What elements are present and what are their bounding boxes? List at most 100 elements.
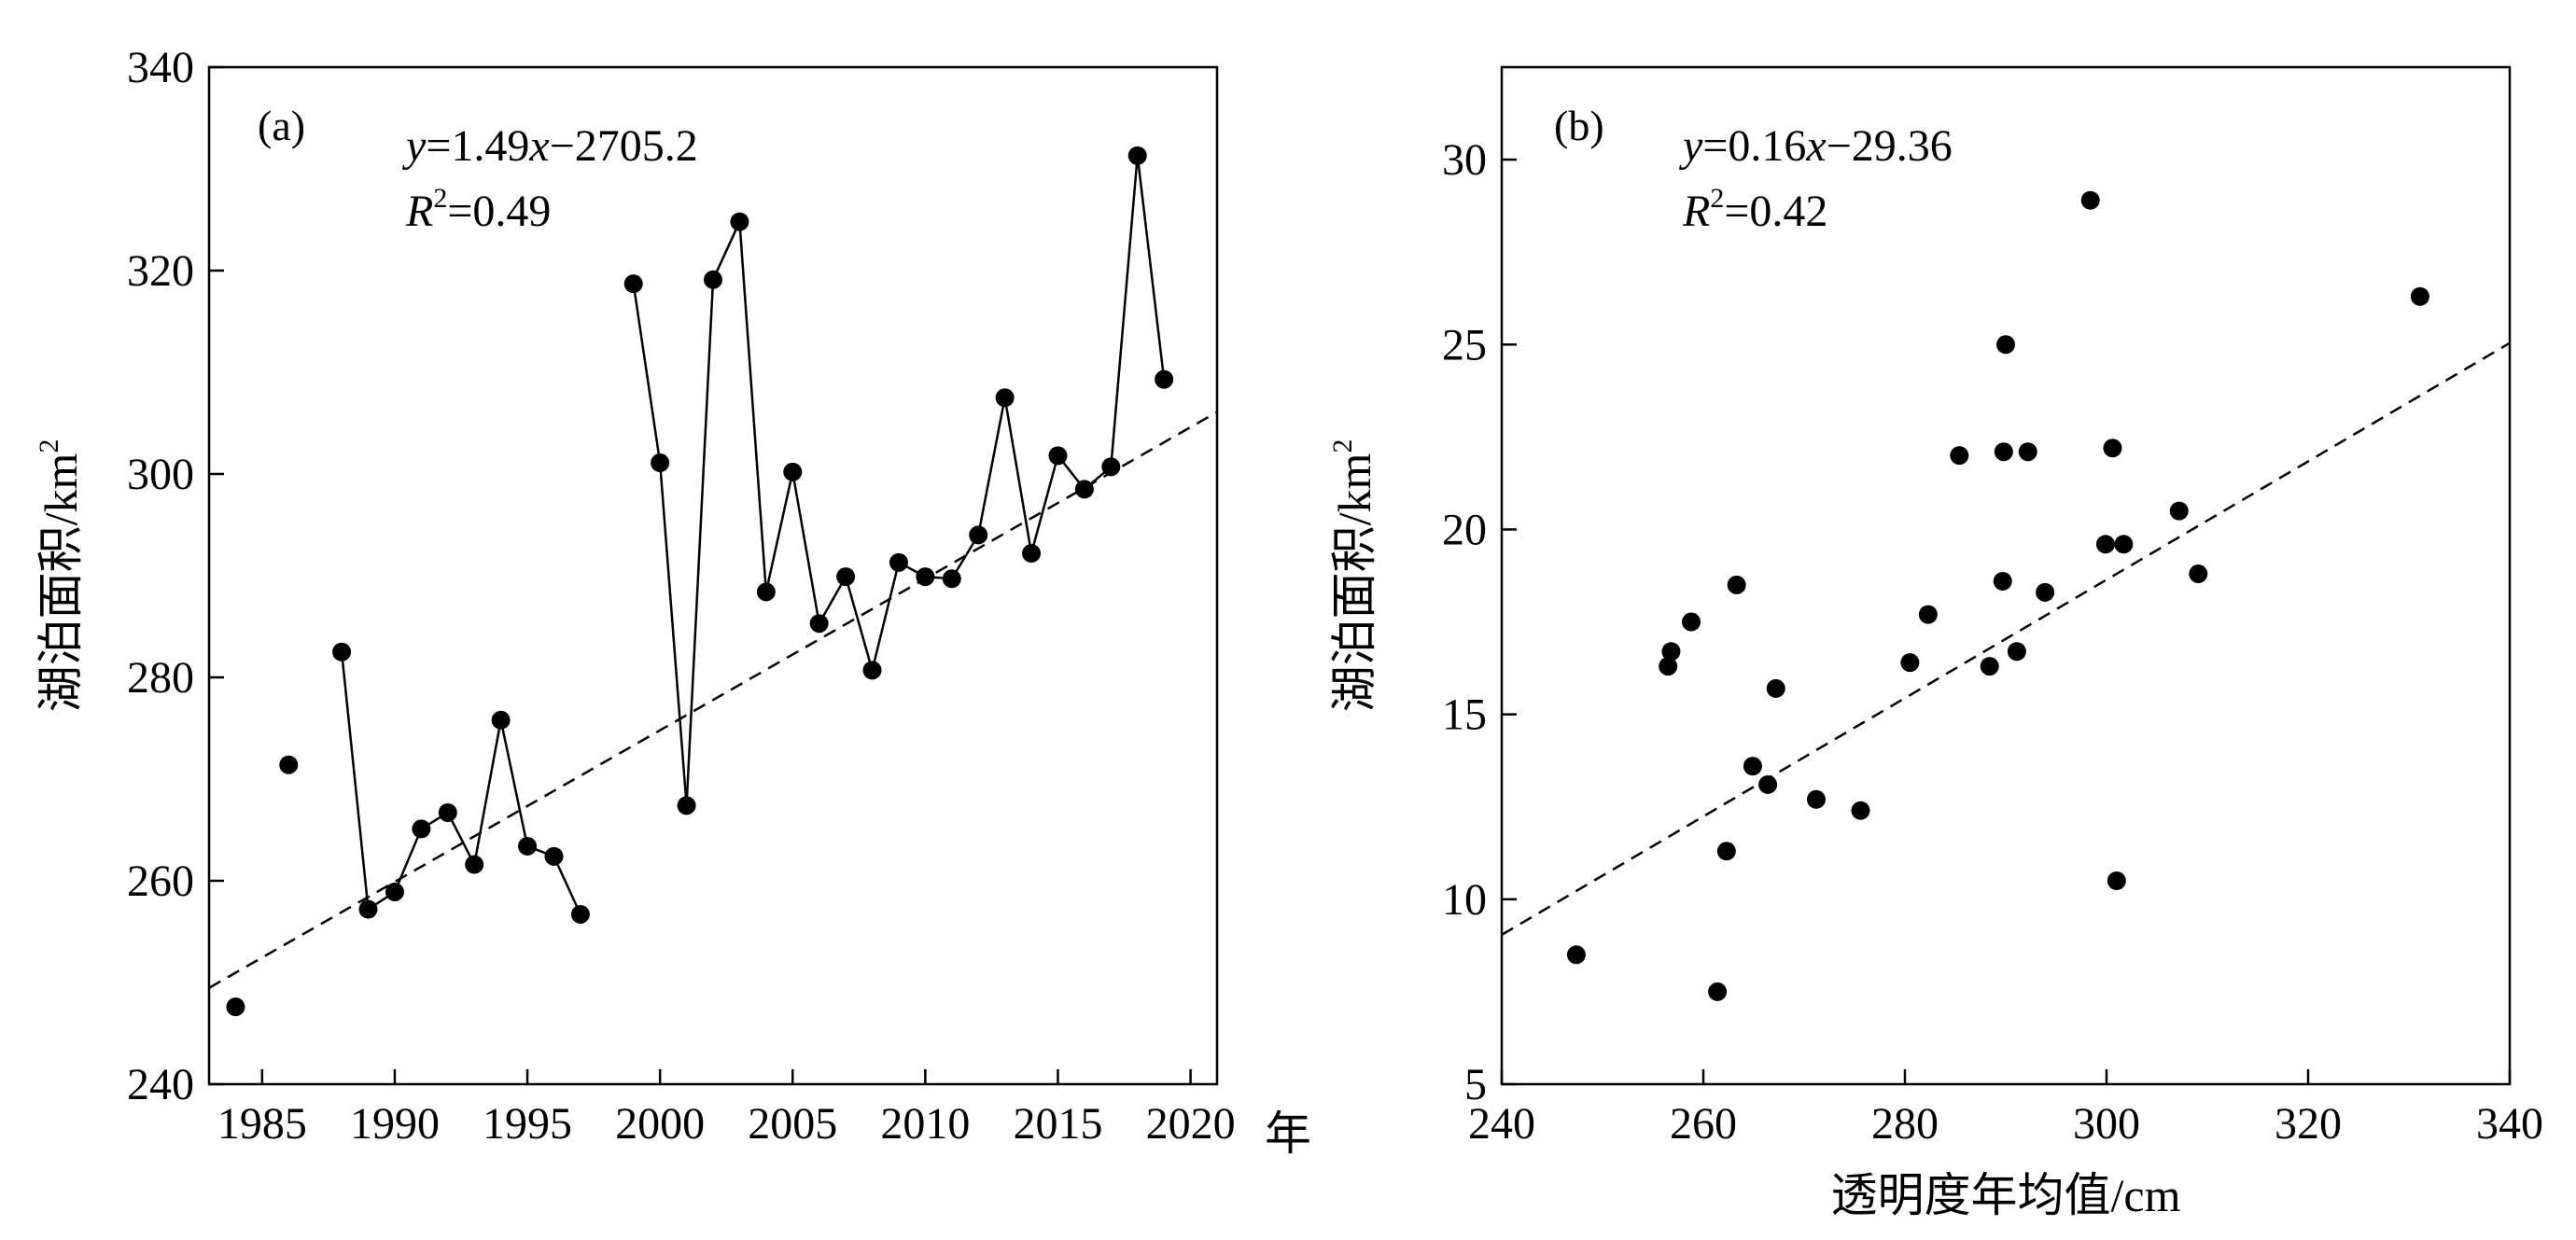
panel-a-r2: R2=0.49 — [405, 183, 551, 236]
panel-b-trend-group — [1501, 341, 2511, 936]
x-tick-label: 1990 — [350, 1099, 440, 1149]
data-point — [1022, 544, 1042, 564]
data-point — [570, 904, 590, 924]
panel-b-label: (b) — [1554, 102, 1604, 149]
x-tick-label: 1985 — [217, 1099, 307, 1149]
panel-a-points — [226, 146, 1174, 1017]
data-point — [518, 836, 538, 856]
x-tick-label: 260 — [1670, 1099, 1737, 1149]
data-point — [1127, 146, 1147, 165]
data-point — [438, 802, 457, 822]
y-tick-label: 240 — [127, 1060, 194, 1109]
data-point — [2107, 871, 2126, 890]
x-tick-label: 2015 — [1013, 1099, 1102, 1149]
data-point — [2036, 582, 2055, 602]
data-point — [465, 855, 484, 874]
x-tick-label: 2005 — [748, 1099, 837, 1149]
data-point — [2189, 564, 2208, 584]
data-point — [1900, 653, 1920, 673]
x-tick-label: 1995 — [483, 1099, 572, 1149]
panel-a-x-unit: 年 — [1265, 1108, 1311, 1160]
data-point — [2095, 535, 2115, 554]
data-point — [2169, 501, 2189, 521]
data-point — [1806, 789, 1826, 809]
y-tick-label: 260 — [127, 857, 194, 906]
panel-b-points — [1566, 190, 2429, 1001]
data-point — [1727, 575, 1746, 594]
data-point — [1101, 457, 1121, 477]
data-point — [1980, 657, 1999, 676]
x-tick-label: 2010 — [880, 1099, 970, 1149]
data-point — [623, 274, 643, 294]
x-tick-label: 240 — [1468, 1099, 1535, 1149]
data-point — [889, 552, 908, 572]
data-point — [412, 819, 431, 839]
panel-b-ticks: 240 260 280 300 320 340 5 10 15 20 25 30 — [1442, 135, 2543, 1149]
x-tick-label: 2000 — [615, 1099, 705, 1149]
data-point — [969, 525, 988, 545]
data-point — [916, 567, 935, 587]
panel-a-y-axis-label: 湖泊面积/km2 — [34, 439, 87, 713]
data-point — [836, 567, 856, 587]
data-point — [809, 614, 829, 634]
data-point — [1048, 446, 1068, 466]
data-point — [756, 582, 776, 602]
panel-a: 1985 1990 1995 2000 2005 2010 2015 2020 240 260 28… — [34, 43, 1311, 1160]
data-point — [1074, 480, 1094, 499]
y-tick-label: 300 — [127, 450, 194, 499]
data-point — [279, 755, 299, 774]
y-tick-label: 15 — [1442, 690, 1487, 740]
x-tick-label: 2020 — [1146, 1099, 1236, 1149]
data-point — [942, 569, 961, 589]
data-point — [1993, 571, 2012, 591]
data-point — [1994, 442, 2013, 462]
data-point — [1950, 446, 1969, 466]
data-point — [358, 899, 378, 919]
data-point — [2114, 535, 2134, 554]
y-tick-label: 320 — [127, 246, 194, 296]
data-point — [1708, 982, 1728, 1001]
data-point — [1155, 369, 1174, 389]
data-point — [385, 882, 404, 901]
panel-b-x-axis-label: 透明度年均值/cm — [1831, 1169, 2181, 1221]
y-tick-label: 340 — [127, 43, 194, 92]
data-point — [783, 462, 803, 481]
trend-line — [208, 411, 1218, 989]
panel-a-frame — [207, 65, 1219, 1086]
panel-a-equation: y=1.49x−2705.2 — [401, 121, 698, 171]
x-tick-label: 280 — [1871, 1099, 1939, 1149]
panel-a-ticks: 1985 1990 1995 2000 2005 2010 2015 2020 240 260 28… — [127, 43, 1236, 1149]
panel-b: 240 260 280 300 320 340 5 10 15 20 25 30 (b) y=0.16… — [1327, 65, 2543, 1221]
y-tick-label: 30 — [1442, 135, 1487, 185]
data-point — [1996, 335, 2015, 355]
data-point — [2007, 642, 2026, 662]
y-tick-label: 25 — [1442, 320, 1487, 369]
panel-a-trend-group — [208, 411, 1218, 989]
data-point — [1716, 842, 1736, 861]
x-tick-label: 320 — [2275, 1099, 2342, 1149]
data-point — [2410, 286, 2429, 306]
panel-b-frame — [1500, 65, 2512, 1086]
data-point — [2080, 190, 2100, 210]
panel-a-label: (a) — [258, 102, 305, 149]
series-line — [340, 651, 582, 915]
data-point — [1661, 642, 1681, 662]
data-point — [1918, 605, 1938, 624]
y-tick-label: 10 — [1442, 875, 1487, 925]
data-point — [1851, 801, 1870, 820]
panel-b-y-axis-label: 湖泊面积/km2 — [1327, 439, 1380, 713]
data-point — [677, 796, 696, 815]
y-tick-label: 280 — [127, 653, 194, 703]
data-point — [995, 388, 1015, 408]
panel-b-r2: R2=0.42 — [1682, 183, 1827, 236]
y-tick-label: 5 — [1464, 1060, 1487, 1109]
data-point — [226, 997, 245, 1017]
data-point — [1659, 657, 1678, 676]
y-tick-label: 20 — [1442, 505, 1487, 554]
data-point — [704, 270, 722, 289]
panel-a-series-lines — [340, 155, 1166, 915]
data-point — [2103, 439, 2122, 458]
data-point — [1758, 774, 1778, 794]
data-point — [651, 453, 670, 473]
